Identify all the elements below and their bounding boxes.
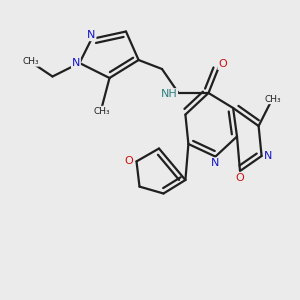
Text: N: N bbox=[211, 158, 220, 168]
Text: NH: NH bbox=[160, 89, 177, 99]
Text: N: N bbox=[72, 58, 80, 68]
Text: CH₃: CH₃ bbox=[264, 94, 281, 103]
Text: O: O bbox=[124, 156, 134, 167]
Text: O: O bbox=[218, 59, 227, 69]
Text: O: O bbox=[236, 172, 244, 183]
Text: N: N bbox=[87, 30, 96, 40]
Text: CH₃: CH₃ bbox=[22, 57, 39, 66]
Text: N: N bbox=[264, 151, 272, 161]
Text: CH₃: CH₃ bbox=[94, 106, 110, 116]
